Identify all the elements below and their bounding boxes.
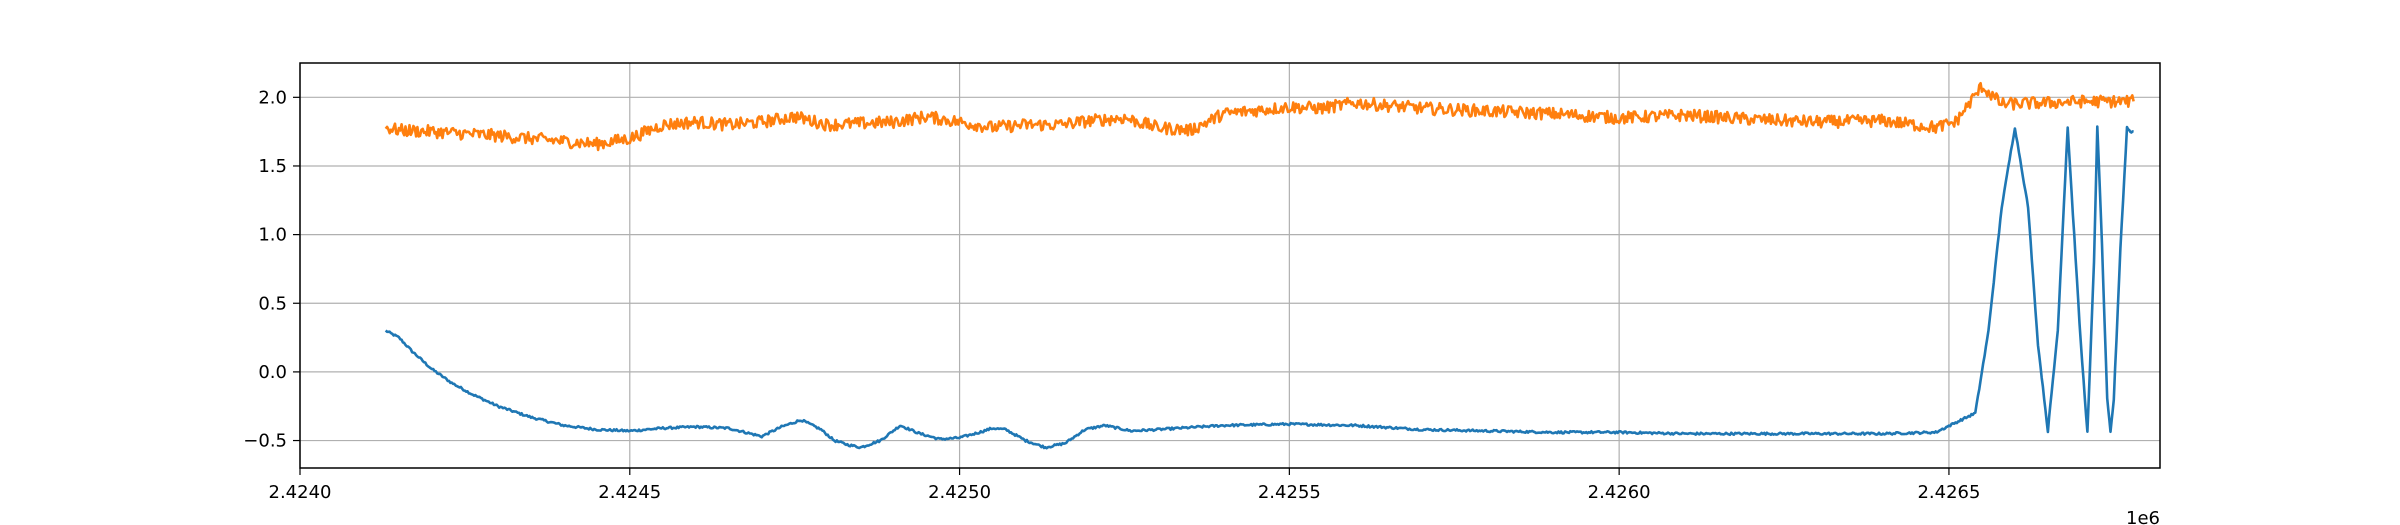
plot-frame [299,62,2161,469]
y-tick-label: 0.5 [258,293,287,314]
x-tick-label: 2.4260 [1588,482,1651,503]
y-tick-label: 2.0 [258,87,287,108]
x-tick-label: 2.4255 [1258,482,1321,503]
series-line-1 [384,125,2134,450]
y-tick-label: 0.0 [258,362,287,383]
series-line-2 [384,81,2135,152]
grid [299,63,2160,468]
y-tick-label: −0.5 [243,431,287,452]
x-tick-label: 2.4250 [928,482,991,503]
x-tick-label: 2.4265 [1917,482,1980,503]
x-tick-label: 2.4240 [269,482,332,503]
x-tick-label: 2.4245 [598,482,661,503]
ticks: 2.4240 2.4245 2.4250 2.4255 2.4260 2.4265 −0.5… [243,87,1980,503]
y-tick-label: 1.0 [258,225,287,246]
y-tick-label: 1.5 [258,156,287,177]
series-layer [384,81,2135,450]
x-offset-label: 1e6 [2126,508,2160,525]
